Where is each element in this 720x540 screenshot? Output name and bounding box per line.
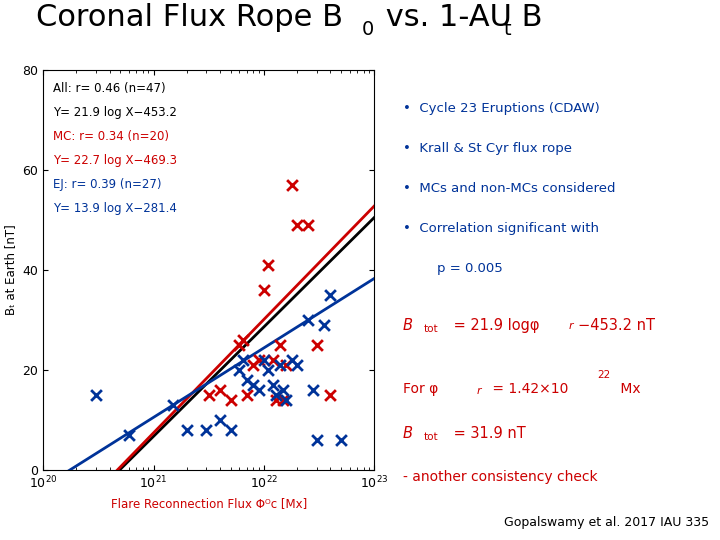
Point xyxy=(167,401,179,409)
Text: Y= 21.9 log X−453.2: Y= 21.9 log X−453.2 xyxy=(53,106,177,119)
Point xyxy=(318,321,330,329)
Point xyxy=(241,376,253,384)
Point xyxy=(238,355,249,364)
Text: B: B xyxy=(403,318,413,333)
Point xyxy=(274,341,286,349)
Point xyxy=(215,386,226,394)
Point xyxy=(263,261,274,269)
Point xyxy=(302,315,313,324)
Text: All: r= 0.46 (n=47): All: r= 0.46 (n=47) xyxy=(53,82,166,95)
Text: •  MCs and non-MCs considered: • MCs and non-MCs considered xyxy=(403,182,616,195)
Text: = 1.42×10: = 1.42×10 xyxy=(488,382,569,396)
Point xyxy=(248,361,259,369)
Point xyxy=(287,355,298,364)
Point xyxy=(281,395,292,404)
Point xyxy=(292,361,303,369)
Point xyxy=(258,355,269,364)
Text: Y= 22.7 log X−469.3: Y= 22.7 log X−469.3 xyxy=(53,154,177,167)
Point xyxy=(253,386,264,394)
Point xyxy=(325,390,336,399)
Point xyxy=(90,390,102,399)
Point xyxy=(241,390,253,399)
Text: •  Cycle 23 Eruptions (CDAW): • Cycle 23 Eruptions (CDAW) xyxy=(403,102,600,115)
Text: tot: tot xyxy=(423,324,438,334)
Text: 22: 22 xyxy=(597,370,610,380)
Point xyxy=(307,386,319,394)
Point xyxy=(233,341,245,349)
Point xyxy=(311,341,323,349)
Point xyxy=(336,435,347,444)
Text: = 21.9 logφ: = 21.9 logφ xyxy=(449,318,539,333)
Point xyxy=(302,221,313,230)
Point xyxy=(253,355,264,364)
Point xyxy=(325,291,336,299)
Text: Coronal Flux Rope B: Coronal Flux Rope B xyxy=(36,3,343,32)
Point xyxy=(233,366,245,374)
Text: t: t xyxy=(504,20,512,39)
Text: r: r xyxy=(569,321,573,331)
Text: r: r xyxy=(477,386,482,396)
Text: Y= 13.9 log X−281.4: Y= 13.9 log X−281.4 xyxy=(53,202,177,215)
Point xyxy=(277,386,289,394)
Text: B: B xyxy=(403,426,413,441)
Text: p = 0.005: p = 0.005 xyxy=(403,262,503,275)
Point xyxy=(225,395,236,404)
Text: •  Correlation significant with: • Correlation significant with xyxy=(403,222,599,235)
Point xyxy=(287,181,298,190)
Point xyxy=(263,366,274,374)
Point xyxy=(274,361,286,369)
Point xyxy=(281,361,292,369)
Text: = 31.9 nT: = 31.9 nT xyxy=(449,426,526,441)
Point xyxy=(248,381,259,389)
Text: tot: tot xyxy=(423,432,438,442)
Point xyxy=(204,390,215,399)
Point xyxy=(311,435,323,444)
Point xyxy=(267,355,279,364)
Text: 0: 0 xyxy=(361,20,374,39)
Point xyxy=(238,335,249,345)
Point xyxy=(277,395,289,404)
Text: Gopalswamy et al. 2017 IAU 335: Gopalswamy et al. 2017 IAU 335 xyxy=(504,516,709,529)
Point xyxy=(181,426,192,434)
Text: •  Krall & St Cyr flux rope: • Krall & St Cyr flux rope xyxy=(403,142,572,155)
Point xyxy=(225,426,236,434)
Point xyxy=(292,221,303,230)
Point xyxy=(271,395,282,404)
Y-axis label: Bₜ at Earth [nT]: Bₜ at Earth [nT] xyxy=(4,225,17,315)
Point xyxy=(215,416,226,424)
Point xyxy=(271,390,282,399)
X-axis label: Flare Reconnection Flux Φᴼᴄ [Mx]: Flare Reconnection Flux Φᴼᴄ [Mx] xyxy=(111,497,307,510)
Point xyxy=(200,426,212,434)
Text: For φ: For φ xyxy=(403,382,438,396)
Text: EJ: r= 0.39 (n=27): EJ: r= 0.39 (n=27) xyxy=(53,178,161,191)
Point xyxy=(123,430,135,439)
Text: vs. 1-AU B: vs. 1-AU B xyxy=(376,3,542,32)
Point xyxy=(267,381,279,389)
Point xyxy=(258,286,269,294)
Text: MC: r= 0.34 (n=20): MC: r= 0.34 (n=20) xyxy=(53,130,169,143)
Text: −453.2 nT: −453.2 nT xyxy=(578,318,655,333)
Text: Mx: Mx xyxy=(616,382,640,396)
Text: - another consistency check: - another consistency check xyxy=(403,470,598,484)
